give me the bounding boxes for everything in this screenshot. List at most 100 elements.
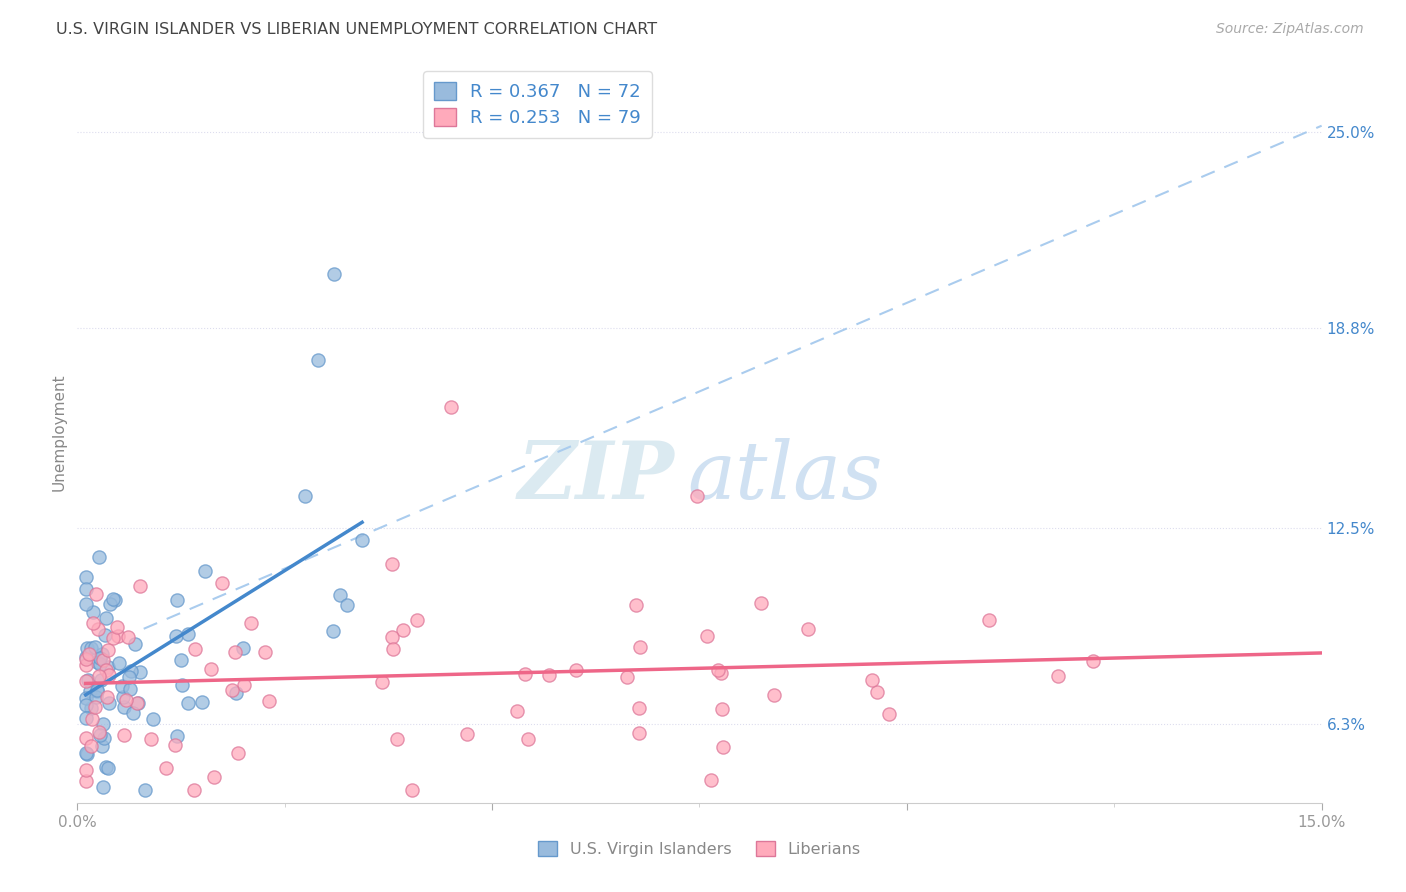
- Point: [86, 684, 108, 698]
- Point: [80, 712, 103, 726]
- Point: [75, 773, 97, 788]
- Point: [221, 682, 243, 697]
- Point: [211, 576, 233, 591]
- Point: [700, 773, 723, 788]
- Legend: U.S. Virgin Islanders, Liberians: U.S. Virgin Islanders, Liberians: [530, 833, 869, 865]
- Point: [89, 657, 111, 672]
- Point: [76, 747, 98, 761]
- Point: [97, 643, 120, 657]
- Point: [84, 690, 107, 704]
- Text: atlas: atlas: [688, 438, 883, 516]
- Point: [711, 740, 734, 755]
- Point: [108, 657, 131, 671]
- Point: [96, 760, 118, 774]
- Point: [239, 616, 262, 631]
- Point: [79, 739, 101, 753]
- Point: [538, 668, 561, 682]
- Point: [82, 615, 104, 630]
- Point: [91, 739, 114, 753]
- Point: [87, 669, 110, 683]
- Point: [564, 664, 586, 678]
- Point: [762, 688, 785, 702]
- Point: [97, 761, 120, 775]
- Point: [75, 731, 97, 746]
- Point: [87, 622, 110, 636]
- Point: [94, 628, 117, 642]
- Point: [1046, 668, 1069, 682]
- Point: [75, 598, 97, 612]
- Point: [977, 613, 1000, 627]
- Point: [516, 731, 538, 746]
- Point: [75, 746, 97, 760]
- Point: [624, 598, 647, 612]
- Point: [190, 695, 212, 709]
- Point: [75, 674, 97, 689]
- Point: [86, 683, 108, 698]
- Point: [686, 489, 709, 503]
- Point: [226, 746, 249, 760]
- Point: [76, 641, 98, 656]
- Point: [104, 593, 127, 607]
- Point: [75, 650, 97, 665]
- Point: [1083, 654, 1105, 668]
- Point: [166, 730, 188, 744]
- Point: [80, 700, 103, 714]
- Point: [224, 644, 246, 658]
- Point: [515, 666, 537, 681]
- Point: [117, 630, 139, 644]
- Point: [103, 631, 125, 645]
- Text: U.S. VIRGIN ISLANDER VS LIBERIAN UNEMPLOYMENT CORRELATION CHART: U.S. VIRGIN ISLANDER VS LIBERIAN UNEMPLO…: [56, 22, 658, 37]
- Point: [75, 711, 97, 725]
- Point: [112, 690, 135, 704]
- Point: [111, 680, 134, 694]
- Text: ZIP: ZIP: [517, 438, 675, 516]
- Point: [75, 657, 97, 672]
- Point: [456, 727, 478, 741]
- Point: [177, 696, 200, 710]
- Point: [120, 665, 142, 679]
- Point: [439, 401, 461, 415]
- Point: [97, 660, 120, 674]
- Point: [253, 645, 276, 659]
- Point: [93, 731, 115, 746]
- Point: [98, 697, 121, 711]
- Point: [616, 670, 638, 684]
- Text: Source: ZipAtlas.com: Source: ZipAtlas.com: [1216, 22, 1364, 37]
- Point: [232, 678, 254, 692]
- Point: [371, 675, 394, 690]
- Point: [94, 611, 117, 625]
- Point: [183, 783, 205, 797]
- Point: [406, 614, 429, 628]
- Point: [710, 702, 733, 716]
- Point: [77, 673, 100, 687]
- Point: [118, 681, 141, 696]
- Point: [877, 706, 900, 721]
- Point: [90, 673, 112, 687]
- Point: [307, 352, 329, 367]
- Point: [75, 570, 97, 584]
- Point: [114, 699, 136, 714]
- Point: [184, 641, 207, 656]
- Point: [749, 596, 772, 610]
- Point: [91, 653, 114, 667]
- Point: [232, 640, 254, 655]
- Point: [97, 668, 120, 682]
- Point: [142, 712, 165, 726]
- Point: [87, 724, 110, 739]
- Point: [506, 704, 529, 718]
- Point: [165, 629, 187, 643]
- Point: [710, 665, 733, 680]
- Point: [202, 770, 225, 784]
- Point: [128, 579, 150, 593]
- Point: [96, 663, 118, 677]
- Point: [117, 670, 139, 684]
- Y-axis label: Unemployment: Unemployment: [51, 374, 66, 491]
- Point: [134, 783, 156, 797]
- Point: [336, 599, 359, 613]
- Point: [84, 699, 107, 714]
- Point: [381, 631, 404, 645]
- Point: [696, 629, 718, 643]
- Point: [112, 728, 135, 742]
- Point: [225, 686, 247, 700]
- Point: [165, 738, 187, 752]
